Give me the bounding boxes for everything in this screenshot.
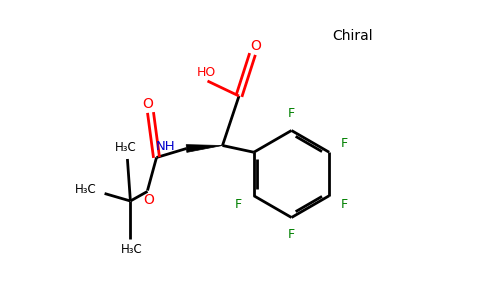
Text: HO: HO <box>197 66 216 79</box>
Text: H₃C: H₃C <box>115 141 137 154</box>
Text: O: O <box>144 193 154 207</box>
Text: H₃C: H₃C <box>121 243 143 256</box>
Text: F: F <box>341 137 348 150</box>
Text: O: O <box>250 40 261 53</box>
Polygon shape <box>186 145 223 152</box>
Text: F: F <box>288 228 295 242</box>
Text: H₃C: H₃C <box>76 183 97 196</box>
Text: NH: NH <box>155 140 175 154</box>
Text: F: F <box>235 198 242 211</box>
Text: F: F <box>288 106 295 120</box>
Text: Chiral: Chiral <box>333 29 373 43</box>
Text: F: F <box>341 198 348 211</box>
Text: O: O <box>143 97 153 110</box>
